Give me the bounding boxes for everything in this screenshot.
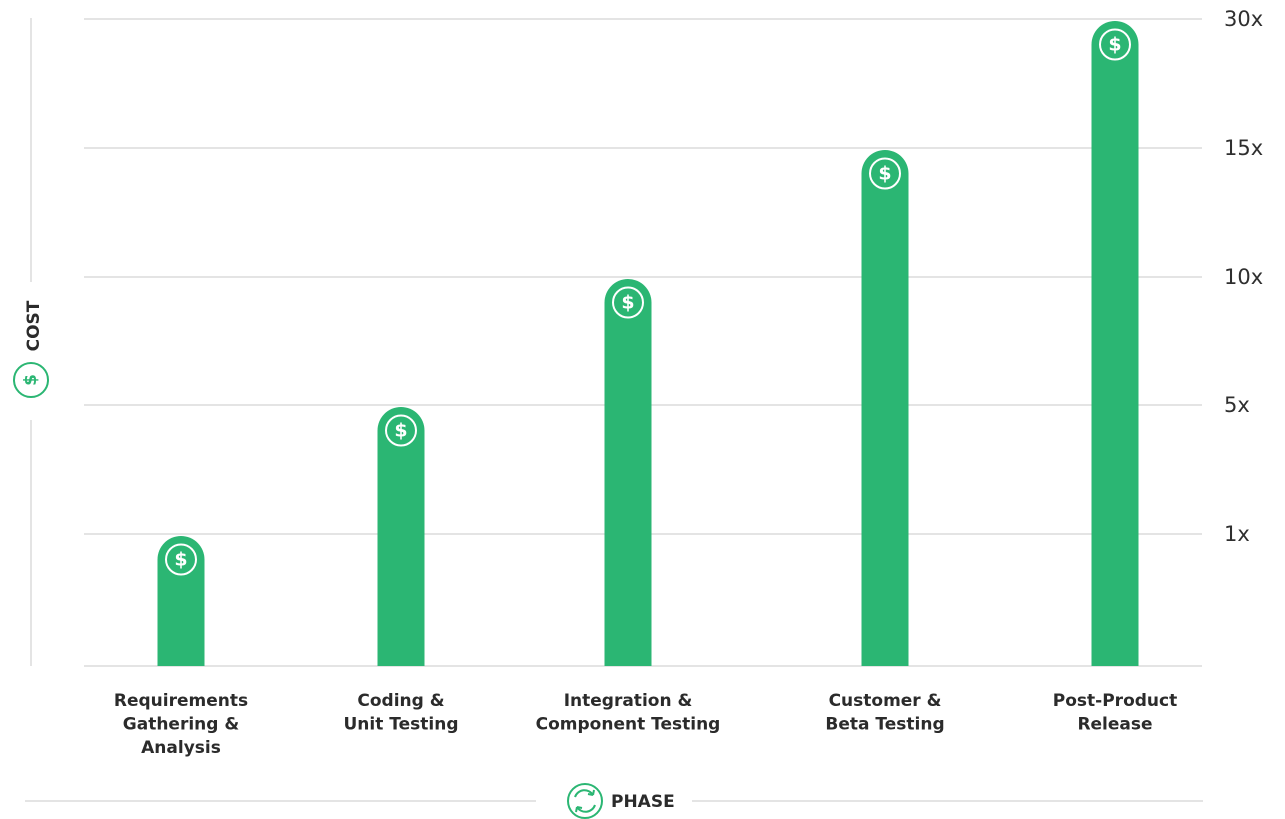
x-axis-title: PHASE xyxy=(611,792,675,812)
svg-text:$: $ xyxy=(21,374,41,386)
dollar-coin-icon: $ xyxy=(385,414,417,447)
category-label: Post-Product Release xyxy=(1053,691,1177,735)
bars: $ $ $ $ $ xyxy=(157,20,1139,666)
dollar-circle-icon: $ xyxy=(13,362,49,398)
category-label: Coding & Unit Testing xyxy=(344,691,459,735)
dollar-coin-icon: $ xyxy=(165,543,197,576)
svg-text:$: $ xyxy=(394,420,407,442)
svg-text:$: $ xyxy=(1108,34,1121,56)
y-tick-label: 1x xyxy=(1224,522,1250,546)
dollar-coin-icon: $ xyxy=(1099,28,1131,61)
dollar-coin-icon: $ xyxy=(612,286,644,319)
y-tick-label: 15x xyxy=(1224,136,1263,160)
y-axis-title: COST xyxy=(24,300,44,351)
svg-text:$: $ xyxy=(174,549,187,571)
y-tick-label: 5x xyxy=(1224,393,1250,417)
cycle-arrows-icon xyxy=(567,783,603,819)
category-label: Requirements Gathering & Analysis xyxy=(114,691,248,758)
y-axis: COST $ xyxy=(13,18,49,666)
y-tick-labels: 1x 5x 10x 15x 30x xyxy=(1224,7,1263,546)
svg-text:$: $ xyxy=(621,292,634,314)
category-label: Customer & Beta Testing xyxy=(825,691,944,735)
bar xyxy=(1091,20,1139,666)
category-labels: Requirements Gathering & Analysis Coding & U… xyxy=(114,691,1177,758)
bar xyxy=(377,407,425,666)
category-label: Integration & Component Testing xyxy=(536,691,721,735)
dollar-coin-icon: $ xyxy=(869,157,901,190)
bar xyxy=(861,150,909,666)
y-tick-label: 10x xyxy=(1224,265,1263,289)
svg-text:$: $ xyxy=(878,163,891,185)
y-tick-label: 30x xyxy=(1224,7,1263,31)
x-axis-title-group: PHASE xyxy=(25,783,1203,819)
bar xyxy=(604,279,652,666)
